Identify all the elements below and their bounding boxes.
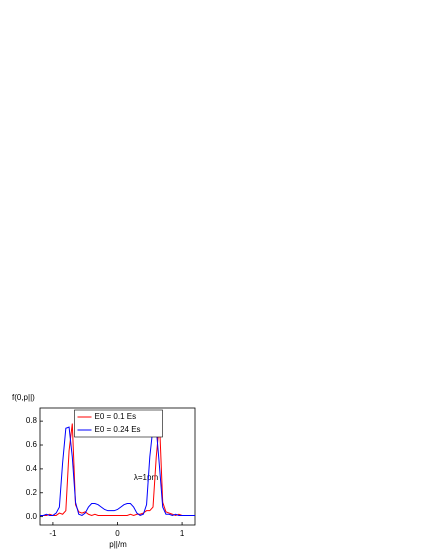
line-series bbox=[40, 422, 195, 516]
legend-label: E0 = 0.24 Es bbox=[95, 425, 141, 434]
y-tick-label: 0.0 bbox=[26, 512, 38, 521]
x-tick-label: -1 bbox=[49, 529, 57, 538]
y-tick-label: 0.6 bbox=[26, 440, 38, 449]
y-tick-label: 0.8 bbox=[26, 416, 38, 425]
x-axis-label: p||/m bbox=[109, 540, 127, 549]
legend-box bbox=[74, 409, 163, 438]
line-series bbox=[40, 426, 195, 517]
legend-label: E0 = 0.1 Es bbox=[95, 412, 137, 421]
y-axis-label: f(0,p||) bbox=[12, 393, 35, 402]
y-tick-label: 0.4 bbox=[26, 464, 38, 473]
x-tick-label: 1 bbox=[180, 529, 185, 538]
y-tick-label: 0.2 bbox=[26, 488, 38, 497]
x-tick-label: 0 bbox=[115, 529, 120, 538]
annotation: λ=1pm bbox=[134, 473, 159, 482]
